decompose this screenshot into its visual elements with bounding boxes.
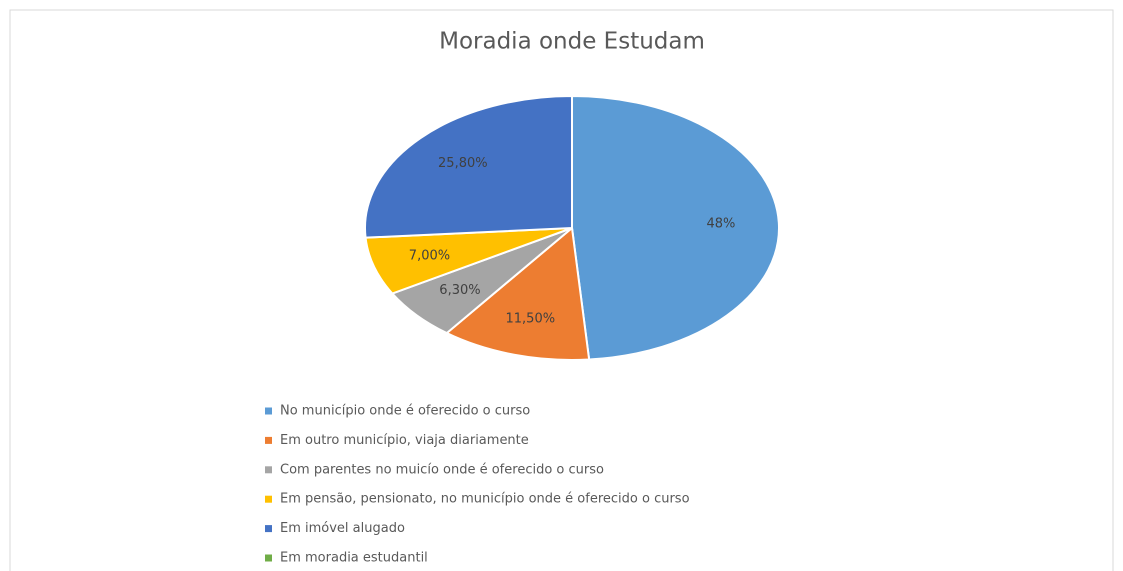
data-label: 11,50% xyxy=(506,312,556,327)
legend-swatch xyxy=(265,407,272,415)
chart-title: Moradia onde Estudam xyxy=(439,29,705,55)
pie-slice xyxy=(444,226,591,361)
legend-label: Em moradia estudantil xyxy=(280,551,428,566)
pie-slice xyxy=(364,94,573,239)
pie-slice xyxy=(571,94,780,361)
legend-label: Com parentes no muicío onde é oferecido … xyxy=(280,462,604,477)
legend-swatch xyxy=(265,495,272,503)
data-label: 7,00% xyxy=(409,248,450,263)
legend-swatch xyxy=(265,436,272,444)
data-label: 25,80% xyxy=(438,156,488,171)
legend-label: Em outro município, viaja diariamente xyxy=(280,433,529,448)
legend-label: Em imóvel alugado xyxy=(280,521,405,536)
legend-label: No município onde é oferecido o curso xyxy=(280,404,530,419)
data-label: 48% xyxy=(706,217,735,232)
data-label: 6,30% xyxy=(439,283,480,298)
legend-swatch xyxy=(265,466,272,474)
legend-swatch xyxy=(265,525,272,533)
chart-border xyxy=(9,9,1114,571)
legend-label: Em pensão, pensionato, no município onde… xyxy=(280,492,690,507)
legend-swatch xyxy=(265,554,272,562)
